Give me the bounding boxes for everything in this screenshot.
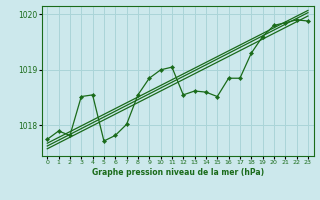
X-axis label: Graphe pression niveau de la mer (hPa): Graphe pression niveau de la mer (hPa) xyxy=(92,168,264,177)
